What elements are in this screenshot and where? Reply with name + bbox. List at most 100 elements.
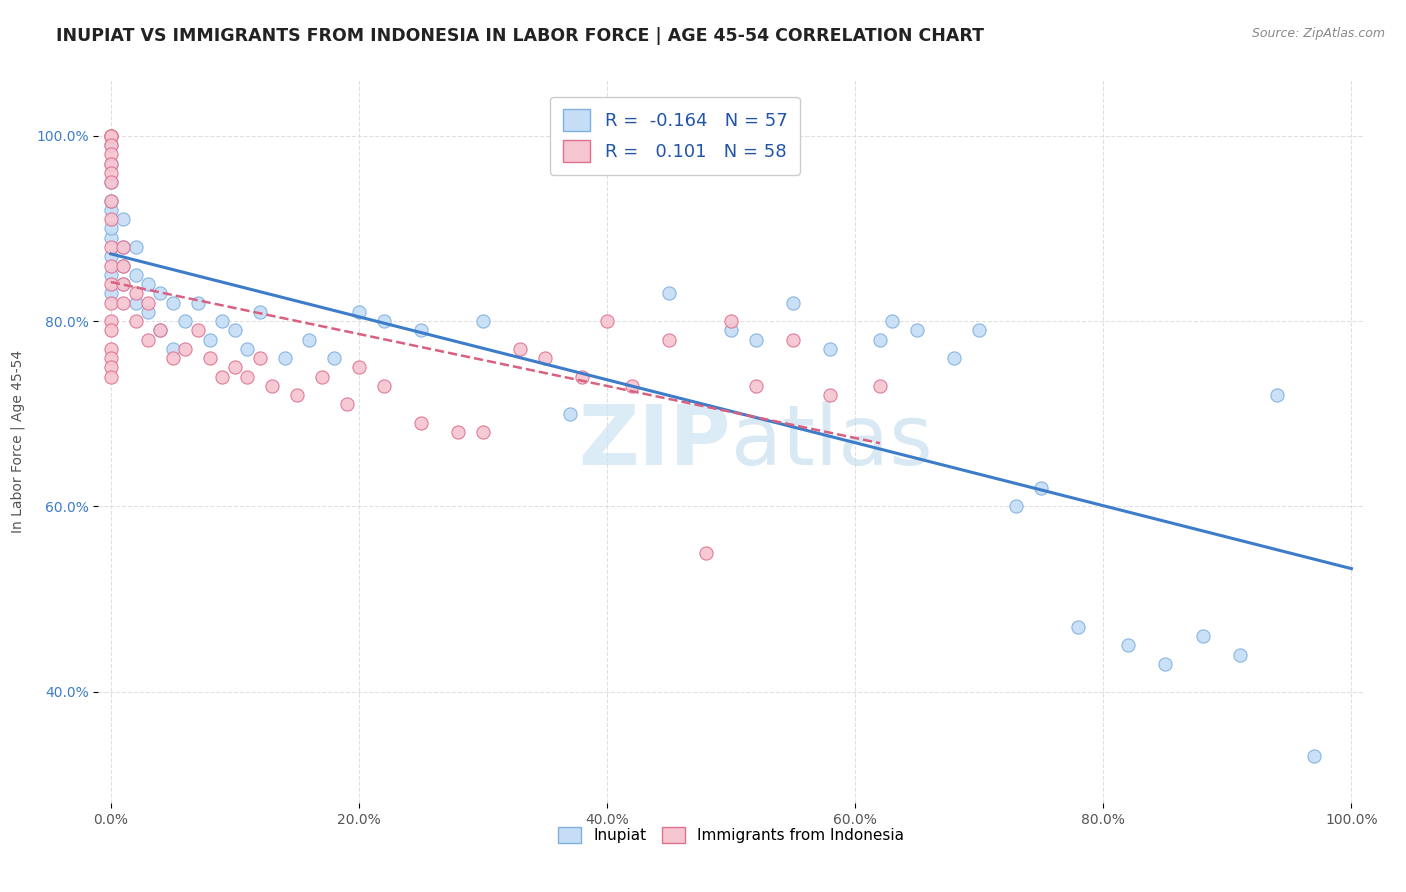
Point bbox=[1303, 749, 1326, 764]
Point bbox=[124, 314, 146, 328]
Point bbox=[658, 286, 681, 301]
Text: ZIP: ZIP bbox=[579, 401, 731, 482]
Point bbox=[534, 351, 557, 366]
Point bbox=[298, 333, 321, 347]
Point bbox=[100, 138, 122, 153]
Point bbox=[187, 323, 209, 337]
Point bbox=[695, 546, 717, 560]
Point bbox=[447, 425, 470, 440]
Point bbox=[571, 369, 593, 384]
Point bbox=[112, 212, 135, 227]
Point bbox=[1031, 481, 1053, 495]
Point bbox=[596, 314, 619, 328]
Point bbox=[100, 231, 122, 245]
Point bbox=[187, 295, 209, 310]
Legend: Inupiat, Immigrants from Indonesia: Inupiat, Immigrants from Indonesia bbox=[553, 822, 910, 849]
Point bbox=[100, 295, 122, 310]
Point bbox=[820, 388, 842, 402]
Point bbox=[124, 295, 146, 310]
Point bbox=[162, 295, 184, 310]
Point bbox=[211, 314, 233, 328]
Point bbox=[100, 323, 122, 337]
Point bbox=[236, 369, 259, 384]
Point bbox=[409, 323, 432, 337]
Point bbox=[100, 351, 122, 366]
Point bbox=[720, 323, 742, 337]
Y-axis label: In Labor Force | Age 45-54: In Labor Force | Age 45-54 bbox=[10, 350, 25, 533]
Point bbox=[100, 138, 122, 153]
Point bbox=[224, 323, 246, 337]
Point bbox=[124, 268, 146, 282]
Point bbox=[100, 342, 122, 356]
Point bbox=[136, 295, 159, 310]
Text: Source: ZipAtlas.com: Source: ZipAtlas.com bbox=[1251, 27, 1385, 40]
Point bbox=[882, 314, 904, 328]
Point bbox=[100, 369, 122, 384]
Point bbox=[100, 128, 122, 143]
Point bbox=[149, 323, 172, 337]
Point bbox=[100, 156, 122, 170]
Point bbox=[100, 147, 122, 161]
Point bbox=[100, 314, 122, 328]
Point bbox=[409, 416, 432, 430]
Point bbox=[198, 333, 221, 347]
Point bbox=[323, 351, 346, 366]
Point bbox=[249, 351, 271, 366]
Point bbox=[174, 342, 197, 356]
Point bbox=[273, 351, 295, 366]
Point bbox=[149, 286, 172, 301]
Point bbox=[112, 240, 135, 254]
Point bbox=[745, 333, 768, 347]
Point bbox=[100, 212, 122, 227]
Point bbox=[112, 259, 135, 273]
Point bbox=[509, 342, 531, 356]
Point bbox=[100, 277, 122, 291]
Point bbox=[1005, 500, 1028, 514]
Point bbox=[472, 425, 495, 440]
Point bbox=[236, 342, 259, 356]
Point bbox=[869, 379, 891, 393]
Point bbox=[224, 360, 246, 375]
Point bbox=[720, 314, 742, 328]
Point bbox=[211, 369, 233, 384]
Point bbox=[100, 128, 122, 143]
Point bbox=[100, 221, 122, 235]
Point bbox=[136, 305, 159, 319]
Point bbox=[1067, 620, 1090, 634]
Point bbox=[1154, 657, 1177, 671]
Point bbox=[905, 323, 928, 337]
Point bbox=[967, 323, 990, 337]
Point bbox=[100, 194, 122, 208]
Point bbox=[112, 295, 135, 310]
Point bbox=[1265, 388, 1288, 402]
Point bbox=[285, 388, 308, 402]
Point bbox=[100, 268, 122, 282]
Point bbox=[869, 333, 891, 347]
Point bbox=[100, 259, 122, 273]
Point bbox=[100, 240, 122, 254]
Point bbox=[100, 166, 122, 180]
Point bbox=[124, 240, 146, 254]
Point bbox=[373, 314, 395, 328]
Point bbox=[112, 240, 135, 254]
Point bbox=[1116, 638, 1139, 652]
Point bbox=[100, 175, 122, 189]
Point bbox=[162, 342, 184, 356]
Point bbox=[100, 286, 122, 301]
Point bbox=[820, 342, 842, 356]
Point bbox=[558, 407, 581, 421]
Point bbox=[100, 128, 122, 143]
Point bbox=[112, 259, 135, 273]
Point bbox=[472, 314, 495, 328]
Point bbox=[100, 194, 122, 208]
Point bbox=[782, 295, 804, 310]
Point bbox=[335, 397, 357, 411]
Point bbox=[745, 379, 768, 393]
Point bbox=[620, 379, 643, 393]
Point bbox=[136, 277, 159, 291]
Point bbox=[100, 202, 122, 217]
Point bbox=[1191, 629, 1213, 643]
Point bbox=[124, 286, 146, 301]
Point bbox=[162, 351, 184, 366]
Point bbox=[112, 277, 135, 291]
